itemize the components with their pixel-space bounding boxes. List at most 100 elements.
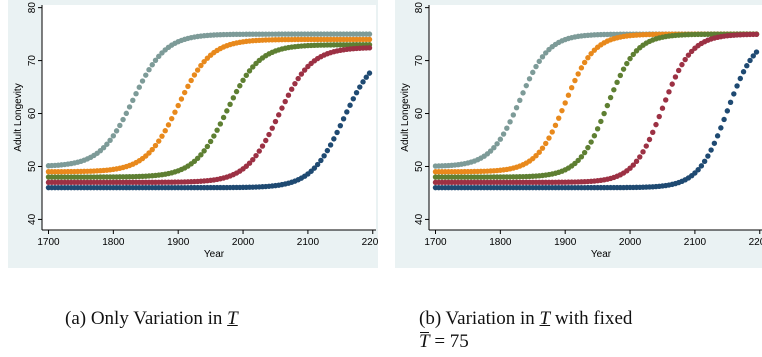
data-point: [250, 64, 256, 70]
data-point: [543, 140, 549, 147]
data-point: [207, 138, 214, 145]
data-point: [682, 56, 688, 63]
data-point: [549, 129, 555, 135]
data-point: [617, 72, 624, 79]
data-point: [230, 95, 237, 101]
data-point: [718, 125, 724, 131]
data-point: [220, 114, 227, 121]
data-point: [543, 50, 549, 56]
data-point: [552, 122, 559, 129]
data-point: [523, 82, 529, 89]
data-point: [298, 71, 305, 77]
data-point: [198, 62, 204, 69]
data-point: [198, 152, 204, 158]
x-axis-label: Year: [204, 249, 225, 260]
data-point: [266, 131, 272, 138]
data-point: [285, 92, 292, 98]
data-point: [334, 129, 340, 136]
data-point: [366, 36, 373, 43]
data-point: [146, 67, 152, 73]
data-point: [701, 158, 708, 165]
data-point: [237, 83, 243, 89]
x-tick-label: 2000: [619, 237, 642, 248]
x-tick-label: 1700: [424, 237, 447, 248]
data-point: [500, 131, 507, 137]
data-point: [159, 133, 165, 139]
series-group: [432, 31, 760, 191]
data-point: [559, 107, 565, 114]
data-point: [211, 133, 217, 139]
data-point: [556, 115, 562, 121]
series-group: [45, 31, 373, 191]
data-point: [520, 90, 526, 96]
data-point: [165, 122, 172, 128]
data-point: [637, 154, 643, 160]
data-point: [117, 122, 123, 129]
data-point: [695, 167, 701, 173]
y-tick-label: 70: [27, 55, 38, 67]
data-point: [572, 77, 578, 84]
data-point: [110, 133, 117, 139]
x-tick-label: 2200: [362, 237, 378, 248]
caption-a-symbol: T: [227, 308, 238, 329]
data-point: [201, 58, 207, 65]
series-5: [45, 70, 373, 191]
data-point: [675, 67, 682, 74]
data-point: [581, 149, 588, 156]
data-point: [565, 92, 572, 98]
data-point: [714, 133, 721, 139]
data-point: [578, 65, 585, 71]
data-point: [507, 119, 513, 125]
data-point: [152, 142, 159, 149]
data-point: [539, 54, 546, 60]
data-point: [669, 81, 675, 87]
data-point: [513, 105, 520, 111]
data-point: [360, 79, 366, 85]
caption-a: (a) Only Variation in T: [65, 307, 365, 330]
caption-b-symbol: T: [539, 308, 551, 329]
data-point: [366, 70, 373, 76]
data-point: [562, 100, 568, 106]
data-point: [288, 86, 295, 92]
data-point: [588, 50, 594, 57]
data-point: [214, 127, 220, 133]
data-point: [747, 57, 753, 64]
data-point: [588, 139, 594, 145]
y-tick-label: 80: [27, 2, 38, 14]
y-tick-label: 40: [27, 213, 38, 225]
y-axis-label: Adult Longevity: [400, 83, 411, 151]
data-point: [340, 116, 347, 122]
x-tick-label: 2200: [749, 237, 762, 248]
data-point: [663, 97, 669, 103]
data-point: [601, 110, 607, 117]
data-point: [113, 128, 120, 134]
data-point: [585, 55, 591, 61]
data-point: [269, 125, 275, 131]
data-point: [536, 58, 542, 65]
data-point: [594, 126, 601, 132]
data-point: [123, 110, 130, 117]
data-point: [292, 80, 298, 87]
caption-b: (b) Variation in T with fixed T = 75: [419, 307, 759, 353]
data-point: [172, 109, 178, 115]
data-point: [246, 160, 253, 166]
data-point: [250, 156, 256, 163]
data-point: [591, 133, 598, 139]
chart-a: 40 50 60 70 80 1700 1800 1900 2000 2100 2200 Adult …: [13, 2, 378, 260]
data-point: [666, 89, 672, 95]
data-point: [146, 150, 152, 156]
y-tick-label: 60: [414, 108, 425, 120]
data-point: [169, 115, 175, 122]
data-point: [259, 143, 266, 149]
data-point: [233, 88, 240, 95]
data-point: [204, 143, 211, 150]
data-point: [366, 45, 373, 51]
series-4: [45, 45, 373, 186]
data-point: [624, 60, 630, 67]
data-point: [156, 138, 162, 144]
data-point: [630, 51, 636, 58]
caption-b-suffix: with fixed: [550, 308, 633, 329]
data-point: [539, 145, 546, 151]
data-point: [646, 136, 653, 143]
data-point: [526, 76, 533, 82]
